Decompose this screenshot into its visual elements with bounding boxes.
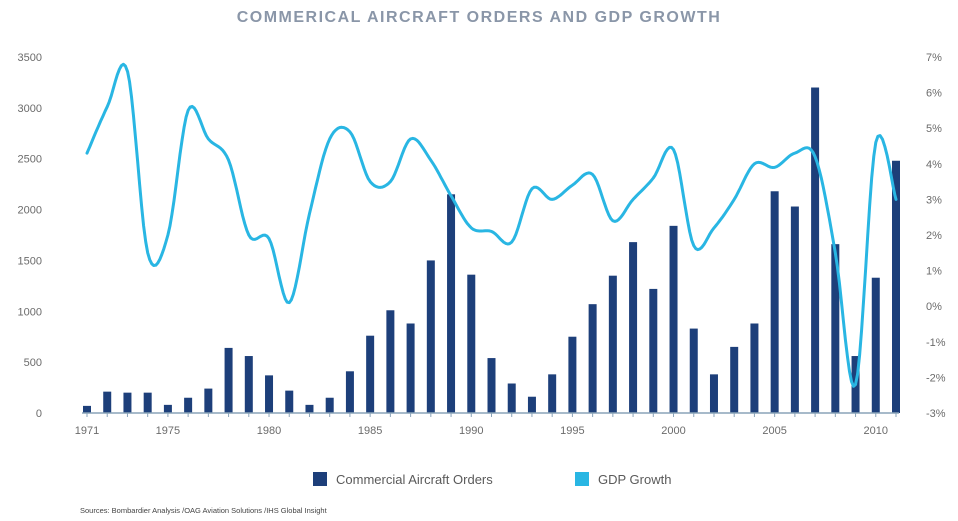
bar-2004: [750, 323, 759, 413]
bar-2007: [811, 87, 820, 413]
x-axis-ticks: 1971 1975 1980 1985 1990 1995 2000 2005 2010: [75, 413, 897, 437]
bar-2011: [892, 160, 900, 413]
bar-1991: [487, 358, 496, 413]
bar-1972: [103, 391, 112, 413]
bar-1987: [406, 323, 415, 413]
plot-area: 1971 1975 1980 1985 1990 1995 2000 2005 2010 0 50…: [18, 52, 946, 437]
bar-1994: [548, 374, 557, 413]
bar-1998: [629, 242, 638, 413]
bar-1981: [285, 390, 294, 413]
source-note: Sources: Bombardier Analysis /OAG Aviati…: [80, 506, 328, 515]
legend-swatch-gdp: [575, 472, 589, 486]
bar-1973: [123, 392, 132, 413]
bar-1995: [568, 336, 577, 413]
bar-1999: [649, 288, 658, 413]
y-right-tick--2pct: -2%: [926, 372, 946, 384]
y-left-tick-1500: 1500: [18, 255, 42, 267]
bar-1971: [83, 405, 91, 413]
y-left-tick-2000: 2000: [18, 205, 42, 217]
legend: Commercial Aircraft Orders GDP Growth: [313, 472, 671, 487]
bar-1992: [507, 383, 516, 413]
bar-1988: [426, 260, 435, 413]
x-tick-label-1990: 1990: [459, 425, 483, 437]
bar-2010: [871, 277, 880, 413]
x-tick-label-2010: 2010: [864, 425, 888, 437]
bar-2002: [709, 374, 718, 413]
bar-1975: [163, 404, 172, 413]
bar-1997: [608, 275, 617, 413]
x-tick-label-2005: 2005: [762, 425, 786, 437]
bar-1993: [527, 396, 536, 413]
y-left-tick-3500: 3500: [18, 52, 42, 64]
y-right-tick-3pct: 3%: [926, 194, 942, 206]
bar-2005: [770, 191, 779, 413]
bar-1977: [204, 388, 213, 413]
x-tick-label-1975: 1975: [156, 425, 180, 437]
legend-swatch-orders: [313, 472, 327, 486]
bar-2001: [689, 328, 698, 413]
y-right-tick--1pct: -1%: [926, 337, 946, 349]
legend-label-gdp: GDP Growth: [598, 472, 671, 487]
y-right-tick-6pct: 6%: [926, 88, 942, 100]
y-left-tick-0: 0: [36, 408, 42, 420]
chart-title: COMMERICAL AIRCRAFT ORDERS AND GDP GROWT…: [237, 9, 722, 26]
bar-2006: [790, 206, 799, 413]
y-left-tick-500: 500: [24, 357, 42, 369]
bar-1980: [265, 375, 274, 413]
y-right-tick-5pct: 5%: [926, 123, 942, 135]
bar-1979: [244, 356, 253, 413]
bar-1978: [224, 347, 233, 413]
bar-2008: [831, 244, 840, 413]
y-left-axis-ticks: 0 500 1000 1500 2000 2500 3000 3500: [18, 52, 42, 420]
bar-2000: [669, 225, 678, 413]
legend-label-orders: Commercial Aircraft Orders: [336, 472, 493, 487]
bar-2003: [730, 346, 739, 413]
y-right-axis-ticks: -3% -2% -1% 0% 1% 2% 3% 4% 5% 6% 7%: [926, 52, 946, 420]
y-right-tick-7pct: 7%: [926, 52, 942, 64]
y-left-tick-2500: 2500: [18, 154, 42, 166]
x-tick-label-2000: 2000: [661, 425, 685, 437]
bar-1986: [386, 310, 395, 413]
bar-1983: [325, 397, 334, 413]
y-left-tick-3000: 3000: [18, 103, 42, 115]
y-right-tick-0pct: 0%: [926, 301, 942, 313]
bar-1974: [143, 392, 152, 413]
x-tick-label-1980: 1980: [257, 425, 281, 437]
y-right-tick--3pct: -3%: [926, 408, 946, 420]
y-right-tick-4pct: 4%: [926, 159, 942, 171]
bar-1976: [184, 397, 193, 413]
gdp-growth-line: [85, 62, 898, 388]
bar-1989: [447, 194, 456, 413]
x-tick-label-1971: 1971: [75, 425, 99, 437]
y-right-tick-2pct: 2%: [926, 230, 942, 242]
y-left-tick-1000: 1000: [18, 306, 42, 318]
bar-1982: [305, 404, 314, 413]
x-tick-label-1985: 1985: [358, 425, 382, 437]
bar-1996: [588, 304, 597, 413]
bar-1984: [345, 371, 354, 413]
bar-1990: [467, 274, 476, 413]
bar-1985: [366, 335, 375, 413]
y-right-tick-1pct: 1%: [926, 266, 942, 278]
x-tick-label-1995: 1995: [560, 425, 584, 437]
